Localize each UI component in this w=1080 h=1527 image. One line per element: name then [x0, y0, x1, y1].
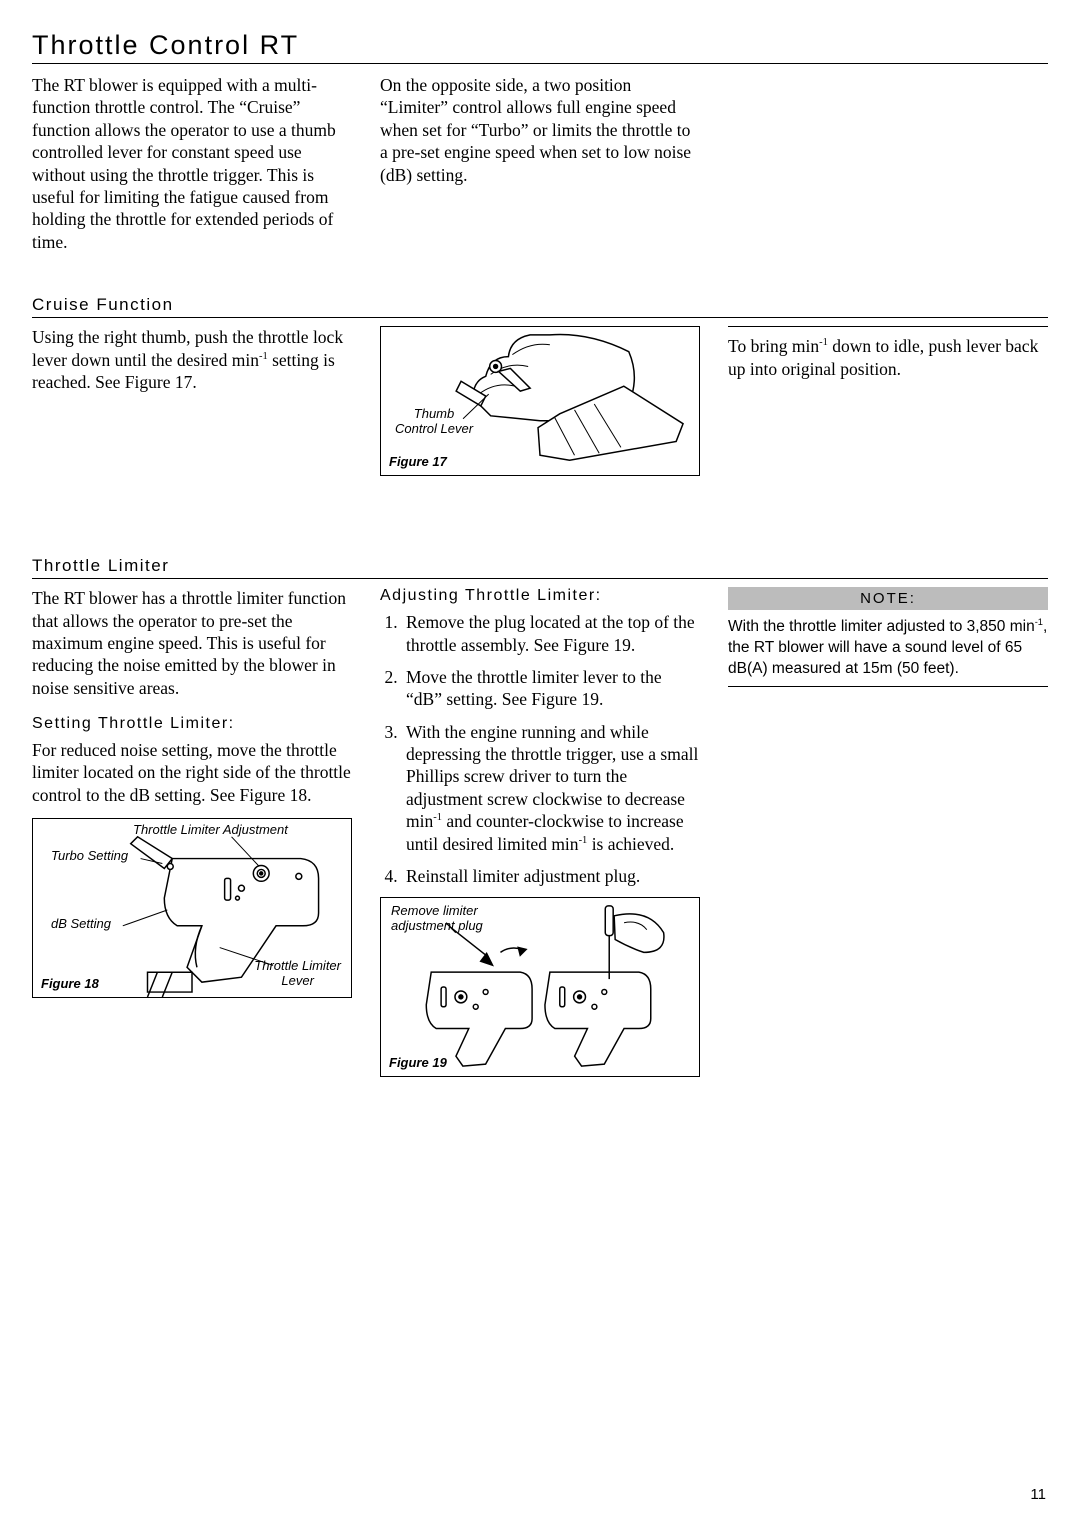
sup-neg1-e: -1 — [1035, 617, 1043, 627]
page-number: 11 — [1030, 1486, 1046, 1503]
figure-17: Thumb Control Lever Figure 17 — [380, 326, 700, 476]
adjust-steps: Remove the plug located at the top of th… — [380, 611, 700, 887]
cruise-right: To bring min-1 down to idle, push lever … — [728, 335, 1048, 380]
figure-18: Throttle Limiter Adjustment Turbo Settin… — [32, 818, 352, 998]
step-4: Reinstall limiter adjustment plug. — [402, 865, 700, 887]
figure-17-caption: Figure 17 — [389, 454, 447, 469]
setting-heading: Setting Throttle Limiter: — [32, 715, 352, 733]
intro-p1: The RT blower is equipped with a multi- … — [32, 74, 352, 253]
page-title: Throttle Control RT — [32, 30, 1048, 64]
sup-neg1-c: -1 — [433, 812, 442, 823]
figure-19-l1: Remove limiter adjustment plug — [391, 904, 483, 934]
sup-neg1: -1 — [259, 351, 268, 362]
cruise-heading: Cruise Function — [32, 295, 1048, 318]
intro-row: The RT blower is equipped with a multi- … — [32, 74, 1048, 253]
note-pre: With the throttle limiter adjusted to 3,… — [728, 618, 1035, 635]
limiter-p1: The RT blower has a throttle limiter fun… — [32, 587, 352, 699]
figure-17-svg — [381, 327, 699, 475]
cruise-right-pre: To bring min — [728, 336, 819, 356]
limiter-row: The RT blower has a throttle limiter fun… — [32, 587, 1048, 1077]
step-3-c: is achieved. — [587, 834, 674, 854]
sup-neg1-b: -1 — [819, 337, 828, 348]
step-3: With the engine running and while depres… — [402, 721, 700, 855]
adjust-heading: Adjusting Throttle Limiter: — [380, 587, 700, 605]
note-heading: NOTE: — [728, 587, 1048, 610]
step-1: Remove the plug located at the top of th… — [402, 611, 700, 656]
figure-18-caption: Figure 18 — [41, 976, 99, 991]
limiter-heading: Throttle Limiter — [32, 556, 1048, 579]
figure-18-l2: Turbo Setting — [51, 849, 128, 864]
setting-body: For reduced noise setting, move the thro… — [32, 739, 352, 806]
figure-17-label: Thumb Control Lever — [395, 407, 473, 437]
figure-19: Remove limiter adjustment plug Figure 19 — [380, 897, 700, 1077]
figure-18-l4: Throttle Limiter Lever — [254, 959, 341, 989]
note-body: With the throttle limiter adjusted to 3,… — [728, 616, 1048, 687]
cruise-row: Using the right thumb, push the throttle… — [32, 326, 1048, 476]
cruise-body: Using the right thumb, push the throttle… — [32, 326, 352, 393]
figure-18-l3: dB Setting — [51, 917, 111, 932]
sup-neg1-d: -1 — [579, 835, 588, 846]
figure-18-l1: Throttle Limiter Adjustment — [133, 823, 288, 838]
intro-p2: On the opposite side, a two position “Li… — [380, 74, 700, 186]
figure-19-caption: Figure 19 — [389, 1055, 447, 1070]
step-2: Move the throttle limiter lever to the “… — [402, 666, 700, 711]
